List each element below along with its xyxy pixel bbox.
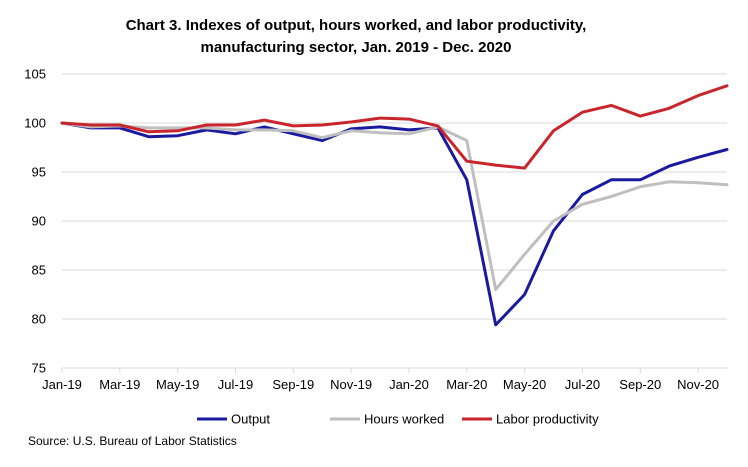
x-tick-label: Nov-20 (677, 377, 719, 392)
x-axis-ticks: Jan-19 Mar-19 May-19 Jul-19 Sep-19 Nov-19 Jan-… (42, 368, 719, 392)
y-axis-ticks: 75 80 85 90 95 100 105 (24, 67, 46, 376)
gridlines (62, 73, 727, 369)
x-tick-label: Nov-19 (330, 377, 372, 392)
y-tick-label: 80 (32, 312, 46, 327)
x-tick-label: Jul-19 (218, 377, 253, 392)
y-tick-label: 90 (32, 214, 46, 229)
source-note: Source: U.S. Bureau of Labor Statistics (28, 434, 237, 448)
x-tick-label: Mar-20 (446, 377, 487, 392)
x-tick-label: Jan-19 (42, 377, 82, 392)
x-tick-label: May-20 (503, 377, 546, 392)
series-lines (60, 84, 729, 327)
y-tick-label: 100 (24, 116, 46, 131)
y-tick-label: 75 (32, 361, 46, 376)
legend: Output Hours worked Labor productivity (197, 412, 599, 427)
series-line-output (60, 121, 729, 327)
legend-label-hours-worked: Hours worked (364, 412, 444, 427)
chart-title-line-1: Chart 3. Indexes of output, hours worked… (126, 17, 587, 34)
chart-title-line-2: manufacturing sector, Jan. 2019 - Dec. 2… (201, 39, 512, 56)
legend-label-output: Output (231, 412, 270, 427)
series-line-labor-productivity (60, 84, 729, 170)
x-tick-label: Jan-20 (389, 377, 429, 392)
x-tick-label: Mar-19 (99, 377, 140, 392)
legend-label-labor-productivity: Labor productivity (496, 412, 599, 427)
x-tick-label: Jul-20 (565, 377, 600, 392)
y-tick-label: 105 (24, 67, 46, 82)
y-tick-label: 95 (32, 165, 46, 180)
x-tick-label: May-19 (156, 377, 199, 392)
x-tick-label: Sep-19 (272, 377, 314, 392)
x-tick-label: Sep-20 (619, 377, 661, 392)
y-tick-label: 85 (32, 263, 46, 278)
series-line-hours-worked (60, 121, 729, 292)
